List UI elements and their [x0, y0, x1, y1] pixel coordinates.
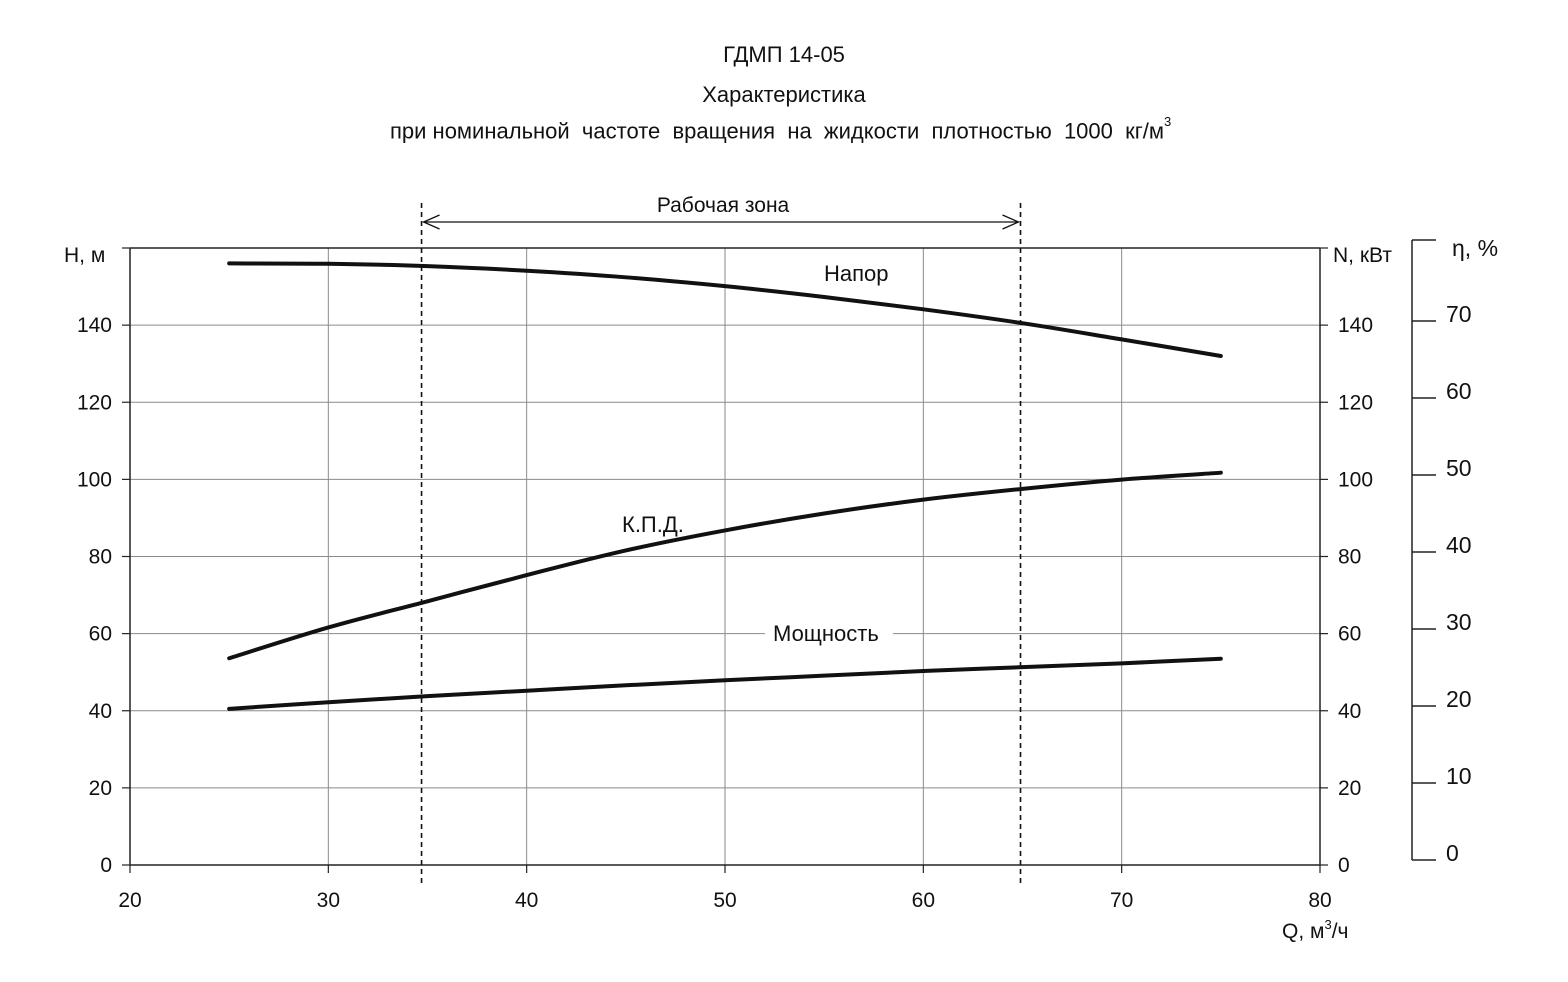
- x-tick-label-80: 80: [1308, 889, 1331, 912]
- chart-subtitle: Характеристика: [702, 82, 866, 107]
- y-left-axis-title: H, м: [64, 244, 105, 267]
- chart-subtitle-conditions: при номинальной частоте вращения на жидк…: [390, 114, 1171, 144]
- eff-tick-label-30: 30: [1446, 609, 1472, 635]
- x-axis-title-main: Q, м: [1282, 920, 1324, 943]
- efficiency-axis-title: η, %: [1452, 235, 1498, 261]
- working-zone-arrow-right-head: [1002, 214, 1021, 230]
- y-right-tick-label-0: 0: [1338, 854, 1350, 877]
- head-curve: [227, 261, 1223, 358]
- eff-tick-label-10: 10: [1446, 763, 1472, 789]
- eff-tick-label-60: 60: [1446, 378, 1472, 404]
- power-curve: [227, 656, 1223, 711]
- y-left-tick-label-0: 0: [100, 854, 112, 877]
- grid: [130, 247, 1320, 865]
- x-tick-label-40: 40: [515, 889, 538, 912]
- conditions-text: при номинальной частоте вращения на жидк…: [390, 118, 1164, 144]
- eff-tick-label-20: 20: [1446, 686, 1472, 712]
- curves: [227, 261, 1223, 711]
- x-axis-title-suffix: /ч: [1332, 920, 1349, 943]
- power-curve-label: Мощность: [773, 621, 879, 646]
- head-curve-label: Напор: [824, 261, 889, 286]
- y-left-tick-label-100: 100: [77, 468, 112, 491]
- working-zone: Рабочая зона: [420, 194, 1022, 886]
- y-right-tick-label-40: 40: [1338, 700, 1361, 723]
- working-zone-arrow-left-head: [421, 214, 440, 230]
- eff-tick-label-40: 40: [1446, 532, 1472, 558]
- y-left-tick-label-120: 120: [77, 391, 112, 414]
- y-right-tick-label-60: 60: [1338, 623, 1361, 646]
- y-left-tick-label-60: 60: [89, 623, 112, 646]
- y-right-tick-label-80: 80: [1338, 546, 1361, 569]
- x-tick-label-30: 30: [317, 889, 340, 912]
- conditions-superscript: 3: [1164, 114, 1172, 129]
- x-axis-title: Q, м3/ч: [1282, 917, 1348, 943]
- y-right-tick-label-140: 140: [1338, 314, 1373, 337]
- eff-tick-label-70: 70: [1446, 301, 1472, 327]
- labels: H, м N, кВт η, % Q, м3/ч Напор К.П.Д. Мощность: [64, 235, 1498, 943]
- y-left-tick-label-40: 40: [89, 700, 112, 723]
- efficiency-curve-label: К.П.Д.: [622, 512, 684, 537]
- x-tick-label-70: 70: [1110, 889, 1133, 912]
- y-left-tick-label-140: 140: [77, 314, 112, 337]
- eff-tick-label-50: 50: [1446, 455, 1472, 481]
- chart-title: ГДМП 14-05: [723, 42, 845, 67]
- power-label-background: [765, 619, 893, 649]
- working-zone-label: Рабочая зона: [657, 194, 790, 217]
- x-tick-label-60: 60: [912, 889, 935, 912]
- y-right-tick-label-20: 20: [1338, 777, 1361, 800]
- axes: [129, 239, 1436, 866]
- y-right-tick-label-100: 100: [1338, 468, 1373, 491]
- x-tick-label-50: 50: [713, 889, 736, 912]
- y-left-tick-label-80: 80: [89, 546, 112, 569]
- efficiency-curve: [227, 470, 1223, 661]
- x-tick-label-20: 20: [118, 889, 141, 912]
- eff-tick-label-0: 0: [1446, 840, 1459, 866]
- y-right-axis-title: N, кВт: [1333, 244, 1392, 267]
- y-right-tick-label-120: 120: [1338, 391, 1373, 414]
- y-left-tick-label-20: 20: [89, 777, 112, 800]
- x-axis-title-sup: 3: [1324, 917, 1331, 932]
